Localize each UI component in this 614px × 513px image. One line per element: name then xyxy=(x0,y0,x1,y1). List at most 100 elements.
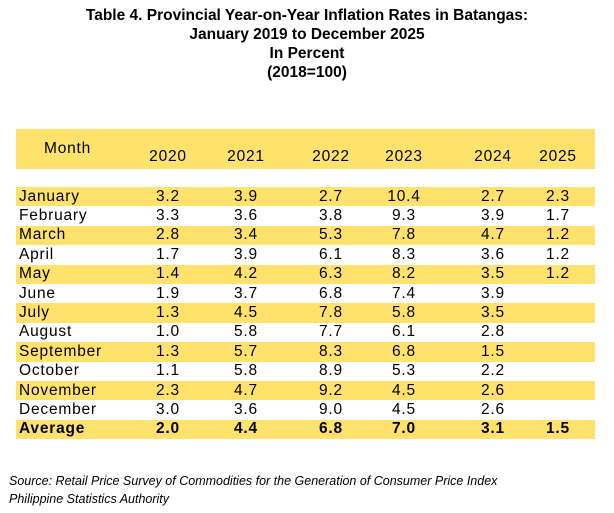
inflation-value xyxy=(528,323,588,342)
inflation-value: 7.7 xyxy=(319,323,343,341)
month-label: December xyxy=(19,400,97,418)
inflation-value: 2.2 xyxy=(481,362,505,380)
inflation-value: 1.3 xyxy=(156,342,180,360)
inflation-value: 1.4 xyxy=(156,265,180,283)
inflation-value: 9.2 xyxy=(319,381,343,399)
inflation-value: 7.8 xyxy=(392,226,416,244)
inflation-value: 3.9 xyxy=(481,207,505,225)
inflation-value: 2.8 xyxy=(481,323,505,341)
average-value: 1.5 xyxy=(546,420,570,438)
inflation-value xyxy=(528,381,588,400)
table-row: October 1.1 5.8 8.9 5.3 2.2 xyxy=(16,361,595,381)
inflation-value: 5.7 xyxy=(234,342,258,360)
inflation-value: 3.4 xyxy=(234,226,258,244)
title-line-3: In Percent xyxy=(269,45,345,62)
inflation-value: 4.5 xyxy=(392,381,416,399)
year-header: 2021 xyxy=(227,148,265,165)
inflation-value: 8.9 xyxy=(319,362,343,380)
year-header: 2020 xyxy=(149,148,187,165)
year-header: 2024 xyxy=(474,148,512,165)
table-header-row: Month 2020 2021 2022 2023 2024 2025 xyxy=(16,129,595,169)
inflation-value xyxy=(528,342,588,361)
inflation-value: 5.8 xyxy=(234,323,258,341)
inflation-value: 6.1 xyxy=(319,245,343,263)
inflation-value: 4.5 xyxy=(392,400,416,418)
table-row: August 1.0 5.8 7.7 6.1 2.8 xyxy=(16,322,595,343)
inflation-value: 1.0 xyxy=(156,323,180,341)
inflation-value: 5.3 xyxy=(392,362,416,380)
inflation-value: 2.3 xyxy=(546,187,570,205)
table-row: February 3.3 3.6 3.8 9.3 3.9 1.7 xyxy=(16,206,595,226)
month-label: February xyxy=(19,207,88,225)
source-note: Source: Retail Price Survey of Commoditi… xyxy=(9,472,497,508)
header-spacer-row xyxy=(16,169,595,187)
inflation-value: 6.8 xyxy=(319,284,343,302)
source-line-1: Source: Retail Price Survey of Commoditi… xyxy=(9,474,498,488)
table-row: July 1.3 4.5 7.8 5.8 3.5 xyxy=(16,303,595,323)
inflation-value: 1.2 xyxy=(546,245,570,263)
inflation-value: 4.5 xyxy=(234,304,258,322)
inflation-value: 1.1 xyxy=(156,362,180,380)
inflation-value: 5.3 xyxy=(319,226,343,244)
average-value: 7.0 xyxy=(392,420,416,438)
inflation-value: 2.7 xyxy=(481,187,505,205)
inflation-value: 1.9 xyxy=(156,284,180,302)
inflation-value: 2.8 xyxy=(156,226,180,244)
inflation-value xyxy=(528,400,588,419)
inflation-value: 3.9 xyxy=(234,245,258,263)
average-label: Average xyxy=(19,420,86,438)
inflation-value: 5.8 xyxy=(392,304,416,322)
average-value: 4.4 xyxy=(234,420,258,438)
inflation-value: 3.9 xyxy=(234,187,258,205)
inflation-value xyxy=(528,303,588,322)
inflation-value: 6.8 xyxy=(392,342,416,360)
inflation-value: 10.4 xyxy=(387,187,421,205)
year-header: 2023 xyxy=(385,148,423,165)
inflation-value: 3.9 xyxy=(481,284,505,302)
inflation-value: 2.7 xyxy=(319,187,343,205)
table-row: January 3.2 3.9 2.7 10.4 2.7 2.3 xyxy=(16,187,595,207)
table-title: Table 4. Provincial Year-on-Year Inflati… xyxy=(0,6,614,82)
inflation-value: 3.8 xyxy=(319,207,343,225)
year-header: 2025 xyxy=(539,148,577,165)
inflation-value: 3.6 xyxy=(481,245,505,263)
month-label: April xyxy=(19,245,55,263)
month-label: July xyxy=(19,304,50,322)
inflation-value: 5.8 xyxy=(234,362,258,380)
average-value: 2.0 xyxy=(156,420,180,438)
inflation-value: 2.6 xyxy=(481,381,505,399)
inflation-value: 3.2 xyxy=(156,187,180,205)
inflation-value: 3.7 xyxy=(234,284,258,302)
month-label: May xyxy=(19,265,51,283)
month-label: June xyxy=(19,284,56,302)
inflation-value: 3.6 xyxy=(234,207,258,225)
inflation-value: 1.2 xyxy=(546,265,570,283)
inflation-value: 8.2 xyxy=(392,265,416,283)
inflation-value: 8.3 xyxy=(319,342,343,360)
source-line-2: Philippine Statistics Authority xyxy=(9,492,170,506)
inflation-value: 1.7 xyxy=(546,207,570,225)
inflation-value: 2.6 xyxy=(481,400,505,418)
title-line-4: (2018=100) xyxy=(267,64,347,81)
inflation-value: 3.5 xyxy=(481,304,505,322)
inflation-value xyxy=(528,284,588,303)
inflation-value: 1.3 xyxy=(156,304,180,322)
inflation-value: 1.2 xyxy=(546,226,570,244)
inflation-value: 4.7 xyxy=(234,381,258,399)
month-label: November xyxy=(19,381,97,399)
table-row: May 1.4 4.2 6.3 8.2 3.5 1.2 xyxy=(16,264,595,284)
table-body: January 3.2 3.9 2.7 10.4 2.7 2.3 February 3.3 3.6… xyxy=(16,187,595,420)
month-label: September xyxy=(19,342,103,360)
inflation-table: Month 2020 2021 2022 2023 2024 2025 Janu… xyxy=(16,129,595,440)
month-label: January xyxy=(19,187,80,205)
inflation-value: 9.3 xyxy=(392,207,416,225)
inflation-value: 7.4 xyxy=(392,284,416,302)
average-row: Average 2.0 4.4 6.8 7.0 3.1 1.5 xyxy=(16,419,595,440)
inflation-value: 6.3 xyxy=(319,265,343,283)
month-label: August xyxy=(19,323,73,341)
title-line-2: January 2019 to December 2025 xyxy=(189,26,425,43)
table-row: December 3.0 3.6 9.0 4.5 2.6 xyxy=(16,400,595,420)
inflation-value xyxy=(528,362,588,381)
inflation-value: 6.1 xyxy=(392,323,416,341)
inflation-value: 8.3 xyxy=(392,245,416,263)
